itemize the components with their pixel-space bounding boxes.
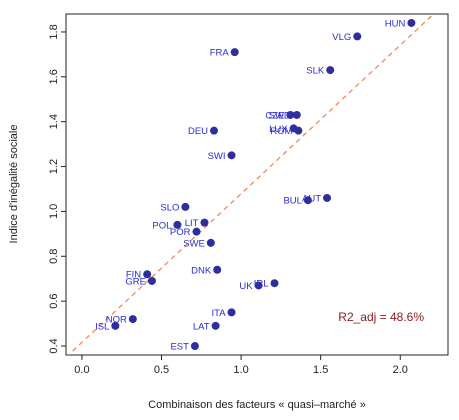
y-tick-label: 0.6 <box>48 294 60 309</box>
point-ita <box>227 308 236 317</box>
point-label-swe: SWE <box>183 238 205 249</box>
plot-area <box>65 13 449 356</box>
y-tick-label: 0.8 <box>48 249 60 264</box>
data-points <box>111 18 416 351</box>
point-label-fin: FIN <box>126 270 141 281</box>
point-label-nor: NOR <box>106 315 127 326</box>
point-label-fra: FRA <box>210 48 230 59</box>
point-uk <box>254 281 263 290</box>
point-est <box>190 342 199 351</box>
point-label-hun: HUN <box>385 18 406 29</box>
x-tick-label: 1.5 <box>313 364 328 376</box>
point-slk <box>326 66 335 75</box>
y-tick-label: 1.6 <box>48 69 60 84</box>
point-cze <box>286 110 295 119</box>
point-fra <box>230 48 239 57</box>
point-label-swd: SWD <box>269 110 291 121</box>
point-lat <box>211 321 220 330</box>
y-axis-title: Indice d'inégalité sociale <box>8 125 20 244</box>
point-label-ita: ITA <box>211 308 226 319</box>
point-pol <box>173 220 182 229</box>
point-isl <box>111 321 120 330</box>
point-lit <box>200 218 209 227</box>
point-gre <box>147 276 156 285</box>
r2-annotation: R2_adj = 48.6% <box>338 310 424 324</box>
y-tick-label: 1.0 <box>48 204 60 219</box>
x-axis-title: Combinaison des facteurs « quasi–marché … <box>148 399 366 411</box>
x-tick-label: 2.0 <box>393 364 408 376</box>
point-label-rom: ROM <box>270 126 292 137</box>
point-label-lit: LIT <box>185 218 199 229</box>
x-tick-label: 0.5 <box>154 364 169 376</box>
point-label-lux: LUX <box>269 124 288 135</box>
point-label-cze: CZE <box>265 110 284 121</box>
point-label-slo: SLO <box>160 202 179 213</box>
point-irl <box>270 279 279 288</box>
point-swd <box>292 110 301 119</box>
point-label-lat: LAT <box>193 321 210 332</box>
point-fin <box>143 270 152 279</box>
point-dnk <box>213 265 222 274</box>
point-label-est: EST <box>170 342 189 353</box>
y-tick-label: 1.8 <box>48 24 60 39</box>
point-label-por: POR <box>170 227 191 238</box>
point-hun <box>407 18 416 27</box>
regression-line <box>67 14 435 355</box>
point-label-isl: ISL <box>95 321 109 332</box>
y-tick-label: 1.2 <box>48 159 60 174</box>
y-tick-label: 0.4 <box>48 338 60 353</box>
point-por <box>192 227 201 236</box>
x-tick-label: 0.0 <box>74 364 89 376</box>
point-aut <box>323 193 332 202</box>
point-label-pol: POL <box>152 220 171 231</box>
point-label-vlg: VLG <box>332 32 351 43</box>
point-slo <box>181 202 190 211</box>
point-bul <box>303 196 312 205</box>
point-label-slk: SLK <box>306 66 325 77</box>
point-label-uk: UK <box>239 281 253 292</box>
point-rom <box>294 126 303 135</box>
point-vlg <box>353 32 362 41</box>
y-tick-label: 1.4 <box>48 114 60 129</box>
point-label-bul: BUL <box>283 196 301 207</box>
point-label-swi: SWI <box>208 151 226 162</box>
y-axis: 0.4 0.6 0.8 1.0 1.2 1.4 1.6 1.8 <box>48 24 66 354</box>
point-label-gre: GRE <box>125 276 146 287</box>
point-label-aut: AUT <box>302 193 321 204</box>
x-tick-label: 1.0 <box>233 364 248 376</box>
point-deu <box>210 126 219 135</box>
point-label-dnk: DNK <box>191 265 212 276</box>
point-label-deu: DEU <box>188 126 208 137</box>
point-swi <box>227 151 236 160</box>
point-swe <box>206 238 215 247</box>
point-nor <box>128 315 137 324</box>
point-label-irl: IRL <box>254 279 269 290</box>
x-axis: 0.0 0.5 1.0 1.5 2.0 <box>74 355 408 376</box>
